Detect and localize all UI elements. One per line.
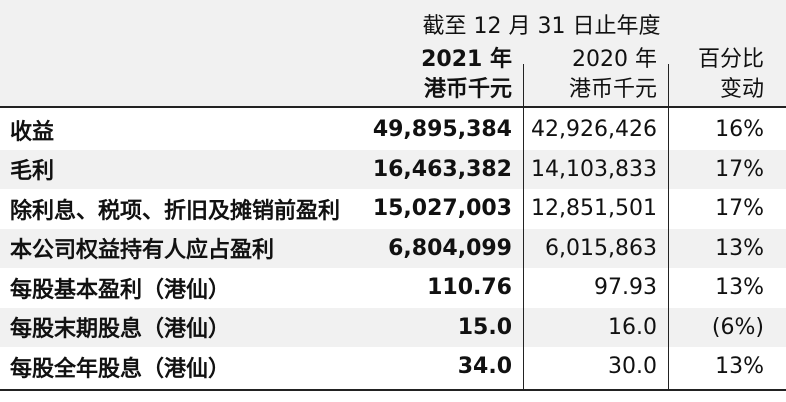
column-year: 2021 年 [421,47,512,72]
value-2021: 6,804,099 [388,235,512,261]
column-divider [668,64,669,391]
row-label: 每股全年股息（港仙） [10,356,231,382]
column-label-line2: 变动 [719,77,764,102]
period-heading: 截至 12 月 31 日止年度 [422,14,661,39]
value-2020: 16.0 [608,314,657,340]
table-bottom-rule [0,389,786,391]
table-row: 每股末期股息（港仙） 15.0 16.0 (6%) [0,307,786,347]
value-2021: 16,463,382 [372,156,512,182]
percent-change: 16% [715,117,764,142]
percent-change: (6%) [711,314,764,340]
row-label: 毛利 [10,159,55,184]
row-label: 每股基本盈利（港仙） [10,277,231,303]
value-2021: 49,895,384 [372,117,512,142]
value-2020: 6,015,863 [545,235,657,261]
table-row: 每股全年股息（港仙） 34.0 30.0 13% [0,347,786,386]
column-year: 2020 年 [572,47,657,72]
percent-change: 17% [715,196,764,221]
percent-change: 13% [715,275,764,300]
table-header: 截至 12 月 31 日止年度 2021 年 港币千元 2020 年 港币千元 … [0,0,786,108]
table-row: 收益 49,895,384 42,926,426 16% [0,110,786,149]
value-2021: 15,027,003 [372,196,512,221]
row-label: 本公司权益持有人应占盈利 [10,238,275,263]
column-divider [523,64,524,391]
percent-change: 13% [715,354,764,379]
value-2020: 97.93 [594,275,657,300]
column-header-change: 百分比 变动 [698,45,764,105]
table-row: 毛利 16,463,382 14,103,833 17% [0,149,786,189]
column-label-line1: 百分比 [697,47,764,72]
row-label: 收益 [10,119,55,145]
table-row: 除利息、税项、折旧及摊销前盈利 15,027,003 12,851,501 17% [0,189,786,228]
value-2021: 15.0 [457,314,512,340]
column-header-2021: 2021 年 港币千元 [421,45,512,105]
table-row: 本公司权益持有人应占盈利 6,804,099 6,015,863 13% [0,228,786,268]
value-2021: 110.76 [427,275,512,300]
percent-change: 17% [715,156,764,182]
value-2021: 34.0 [457,354,512,379]
value-2020: 42,926,426 [531,117,657,142]
value-2020: 14,103,833 [531,156,657,182]
row-label: 除利息、税项、折旧及摊销前盈利 [10,198,341,224]
column-unit: 港币千元 [568,77,657,102]
column-unit: 港币千元 [423,77,512,102]
value-2020: 30.0 [608,354,657,379]
percent-change: 13% [715,235,764,261]
table-row: 每股基本盈利（港仙） 110.76 97.93 13% [0,268,786,307]
column-header-2020: 2020 年 港币千元 [569,45,657,105]
row-label: 每股末期股息（港仙） [10,317,231,342]
value-2020: 12,851,501 [531,196,657,221]
